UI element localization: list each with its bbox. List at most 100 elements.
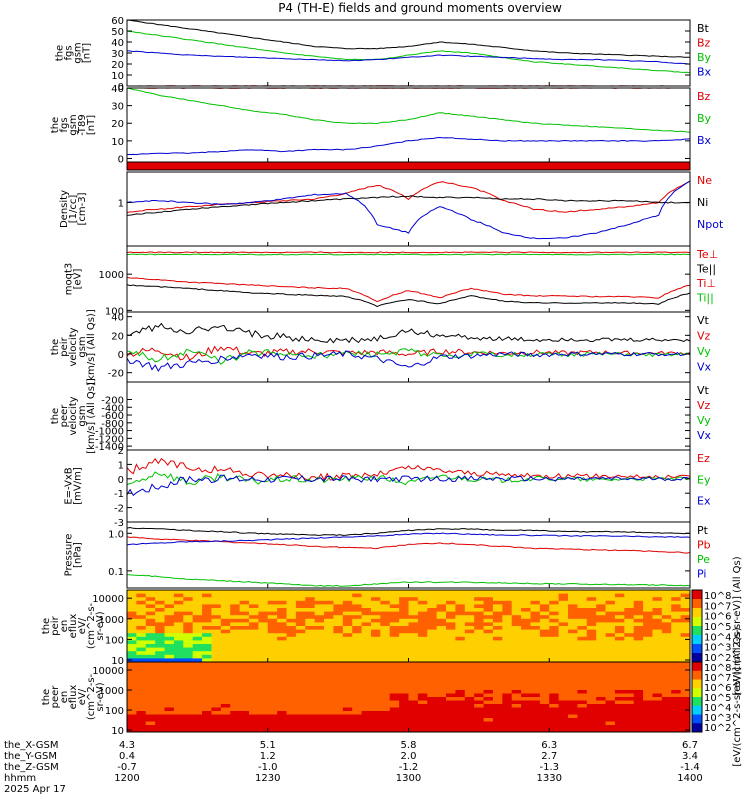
heatmap-cell [389,636,400,641]
heatmap-cell [633,615,644,620]
heatmap-cell [436,714,447,719]
heatmap-cell [173,622,184,627]
heatmap-cell [173,647,184,652]
heatmap-cell [380,622,391,627]
y-axis-label: [km/s] (All Qs)] [86,378,97,454]
heatmap-cell [277,600,288,605]
heatmap-cell [211,611,222,616]
heatmap-cell [474,626,485,631]
y-tick-label: -600 [101,411,124,422]
heatmap-cell [680,633,691,638]
heatmap-cell [539,654,550,659]
heatmap-cell [446,704,456,708]
heatmap-cell [145,676,156,680]
heatmap-cell [671,618,682,623]
heatmap-cell [605,615,616,620]
heatmap-cell [267,629,278,634]
heatmap-cell [220,618,231,623]
heatmap-cell [145,718,156,722]
heatmap-cell [586,615,597,620]
heatmap-cell [342,604,353,609]
heatmap-cell [539,676,550,680]
legend-Ex: Ex [697,495,711,508]
heatmap-cell [173,593,184,598]
heatmap-cell [680,665,691,670]
heatmap-cell [464,604,475,609]
heatmap-cell [399,633,409,638]
heatmap-cell [220,611,231,616]
heatmap-cell [258,604,269,609]
heatmap-cell [211,693,222,698]
footer-value: 1200 [114,773,139,784]
heatmap-cell [342,676,353,680]
heatmap-cell [614,651,625,656]
heatmap-cell [643,707,653,712]
heatmap-cell [605,714,616,719]
heatmap-cell [558,597,569,602]
heatmap-cell [399,636,409,641]
heatmap-cell [370,683,381,687]
heatmap-cell [258,711,269,715]
heatmap-cell [127,636,137,641]
heatmap-cell [267,636,278,641]
heatmap-cell [220,721,231,726]
heatmap-cell [164,597,175,602]
heatmap-cell [596,690,607,694]
heatmap-cell [577,704,588,708]
heatmap-cell [455,679,466,684]
heatmap-cell [399,608,409,613]
heatmap-cell [614,665,625,670]
heatmap-cell [671,728,682,733]
heatmap-cell [436,615,447,620]
heatmap-cell [577,593,588,598]
heatmap-cell [568,665,578,670]
heatmap-cell [596,683,607,687]
heatmap-cell [577,604,588,609]
heatmap-cell [511,665,522,670]
heatmap-cell [643,683,653,687]
heatmap-cell [521,697,531,701]
heatmap-cell [239,658,250,663]
heatmap-cell [436,672,447,677]
heatmap-cell [511,679,522,684]
heatmap-cell [474,658,485,663]
heatmap-cell [324,597,334,602]
heatmap-cell [483,665,494,670]
colorbar-segment [692,679,702,689]
heatmap-cell [502,697,513,701]
heatmap-cell [558,608,569,613]
heatmap-cell [370,604,381,609]
heatmap-cell [258,707,269,712]
heatmap-cell [399,725,409,729]
heatmap-cell [652,651,663,656]
heatmap-cell [286,608,297,613]
heatmap-cell [568,662,578,666]
heatmap-cell [155,600,166,605]
heatmap-cell [173,651,184,656]
heatmap-cell [286,693,297,698]
y-tick-label: 10 [111,726,124,737]
heatmap-cell [643,615,653,620]
heatmap-cell [361,704,372,708]
heatmap-cell [230,718,241,722]
heatmap-cell [436,725,447,729]
heatmap-cell [136,662,147,666]
heatmap-cell [324,608,334,613]
heatmap-cell [549,669,560,673]
heatmap-cell [399,707,409,712]
heatmap-cell [614,714,625,719]
heatmap-cell [436,669,447,673]
heatmap-cell [492,593,503,598]
heatmap-cell [305,683,316,687]
heatmap-cell [446,707,456,712]
heatmap-cell [502,662,513,666]
heatmap-cell [258,686,269,691]
heatmap-cell [549,697,560,701]
heatmap-cell [324,728,334,733]
heatmap-cell [295,654,306,659]
heatmap-cell [408,665,419,670]
heatmap-cell [389,676,400,680]
heatmap-cell [239,714,250,719]
heatmap-cell [521,728,531,733]
heatmap-cell [192,622,203,627]
